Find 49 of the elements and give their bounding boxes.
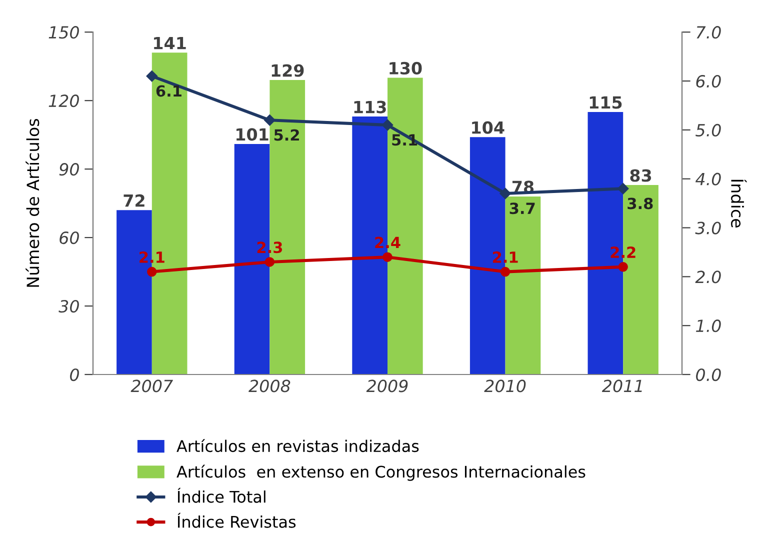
data-label: 141 — [154, 37, 186, 50]
x-tick-label: 2011 — [602, 380, 642, 392]
point — [264, 257, 275, 267]
data-label: 115 — [590, 96, 622, 109]
legend-label: Índice Revistas — [178, 512, 296, 528]
data-label: 104 — [472, 121, 504, 134]
y2-axis-title: Índice — [731, 180, 747, 228]
y-tick-label: 150 — [48, 26, 79, 39]
point — [500, 266, 510, 277]
y-tick-label: 0 — [70, 368, 79, 382]
y2-tick-label: 3.0 — [695, 222, 721, 234]
y-tick-label: 60 — [60, 232, 79, 244]
legend-label: Artículos en revistas indizadas — [176, 439, 419, 452]
point — [382, 119, 394, 131]
y2-tick-label: 6.0 — [696, 74, 721, 88]
data-label: 3.8 — [628, 198, 653, 210]
y2-tick-label: 2.0 — [695, 270, 721, 284]
point — [500, 188, 511, 200]
data-label: 2.2 — [610, 246, 636, 258]
point — [264, 114, 276, 126]
x-tick-label: 2010 — [484, 380, 526, 392]
y-axis-title: Número de Artículos — [26, 118, 40, 287]
data-label: 72 — [124, 194, 144, 207]
y2-tick-label: 7.0 — [696, 26, 721, 39]
x-tick-label: 2007 — [130, 380, 173, 392]
y2-tick-label: 5.0 — [696, 124, 721, 136]
legend-label: Artículos en extenso en Congresos Internacionales — [176, 464, 586, 481]
data-label: 113 — [354, 100, 386, 114]
x-tick-label: 2009 — [366, 380, 408, 392]
y-tick-label: 120 — [48, 94, 79, 108]
data-label: 130 — [390, 62, 422, 75]
y2-tick-label: 4.0 — [695, 172, 721, 186]
point — [382, 252, 392, 262]
y2-tick-label: 0.0 — [696, 368, 721, 382]
data-label: 129 — [272, 64, 304, 77]
legend-label: Índice Total — [178, 488, 266, 503]
data-label: 83 — [630, 169, 652, 182]
point — [618, 262, 628, 272]
y-tick-label: 90 — [59, 163, 79, 176]
data-label: 6.1 — [156, 85, 182, 97]
y2-tick-label: 1.0 — [696, 320, 721, 332]
point — [146, 70, 158, 82]
x-tick-label: 2008 — [248, 380, 290, 392]
data-label: 3.7 — [510, 202, 535, 214]
y-tick-label: 30 — [58, 300, 79, 313]
data-label: 5.2 — [274, 129, 299, 141]
point — [147, 266, 157, 277]
point — [617, 183, 629, 194]
data-label: 101 — [236, 128, 268, 141]
